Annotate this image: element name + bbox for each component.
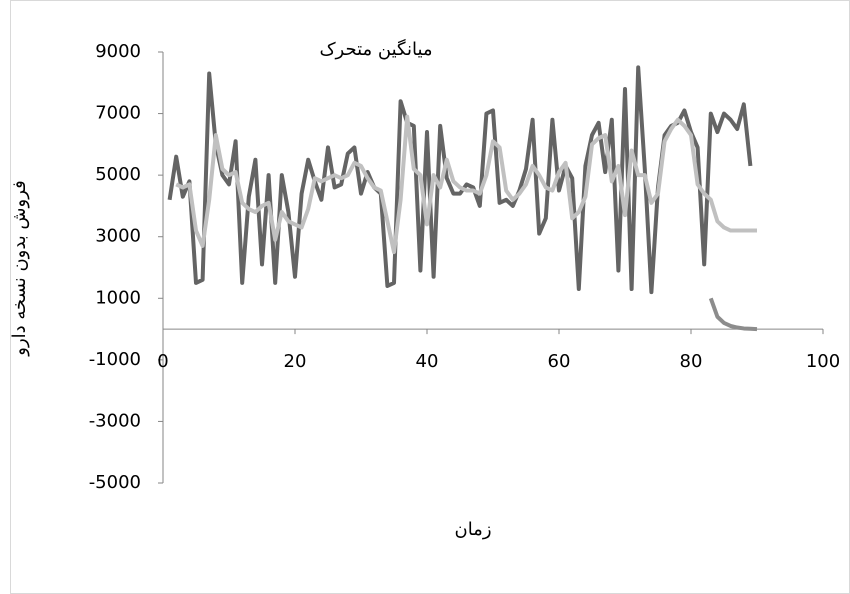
x-tick-label: 0: [157, 351, 168, 372]
y-tick-label: 3000: [95, 226, 141, 247]
series-line: [708, 297, 758, 332]
x-tick-label: 40: [416, 351, 439, 372]
x-tick-label: 20: [284, 351, 307, 372]
series-line: [175, 114, 757, 255]
y-tick-label: 1000: [95, 287, 141, 308]
y-tick-label: 9000: [95, 41, 141, 62]
x-tick-label: 80: [680, 351, 703, 372]
y-tick-label: -5000: [89, 472, 141, 493]
y-tick-label: -1000: [89, 349, 141, 370]
y-axis-label: فروش بدون نسخه دارو: [9, 180, 30, 356]
chart-frame: [10, 0, 850, 594]
chart-title: میانگین متحرک: [319, 38, 432, 60]
x-axis-label: زمان: [454, 519, 491, 540]
y-tick-label: -3000: [89, 410, 141, 431]
x-tick-label: 100: [806, 351, 840, 372]
x-tick-label: 60: [548, 351, 571, 372]
y-tick-label: 7000: [95, 103, 141, 124]
y-tick-label: 5000: [95, 164, 141, 185]
